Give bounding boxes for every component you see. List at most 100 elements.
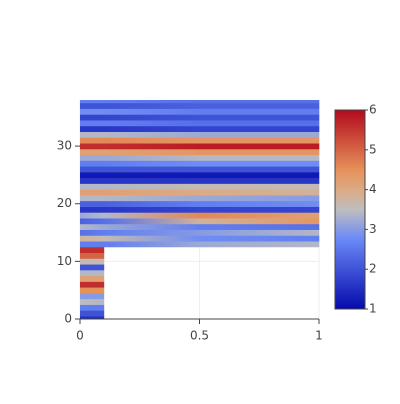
contour-cell [199, 108, 320, 115]
contour-cell [80, 206, 105, 213]
contour-cell [103, 114, 200, 121]
contour-cell [199, 114, 320, 121]
contour-cell [199, 102, 320, 109]
contour-cell [103, 131, 200, 138]
contour-cell [80, 252, 105, 259]
contour-cell [80, 270, 105, 277]
contour-cell [80, 102, 105, 109]
contour-cell [80, 114, 105, 121]
y-tick-label: 0 [64, 312, 72, 326]
contour-cell [103, 177, 200, 184]
contour-cell [199, 120, 320, 127]
contour-cell [80, 293, 105, 300]
contour-cell [80, 143, 105, 150]
contour-cell [199, 154, 320, 161]
contour-cell [80, 100, 105, 104]
colorbar-tick-label: 3 [369, 222, 377, 236]
contour-cell [80, 108, 105, 115]
contour-cell [103, 108, 200, 115]
contour-cell [80, 223, 105, 230]
contour-cell [199, 100, 320, 104]
contour-cell [103, 148, 200, 156]
contour-cell [80, 177, 105, 184]
contour-cell [80, 258, 105, 265]
contour-cell [199, 195, 320, 202]
contour-cell [80, 316, 105, 320]
contour-cell [103, 235, 200, 242]
contour-cell [199, 172, 320, 179]
contour-cell [199, 131, 320, 138]
colorbar [334, 109, 366, 310]
contour-cell [103, 241, 200, 248]
contour-cell [80, 148, 105, 156]
contour-cell [103, 223, 200, 230]
contour-cell [103, 154, 200, 161]
colorbar-tick-label: 2 [369, 262, 377, 276]
contour-cell [80, 200, 105, 207]
contour-cell [80, 229, 105, 236]
contour-cell [103, 100, 200, 104]
contour-cell [80, 160, 105, 167]
contour-cell [80, 298, 105, 305]
contour-cell [80, 287, 105, 294]
contour-cell [103, 200, 200, 207]
contour-cell [80, 246, 105, 254]
y-tick-label: 10 [57, 254, 72, 268]
contour-cell [199, 137, 320, 144]
contour-cell [199, 218, 320, 225]
contour-cell [103, 218, 200, 225]
contour-cell [103, 212, 200, 219]
contour-cell [199, 229, 320, 236]
contour-cell [199, 189, 320, 196]
colorbar-tick-label: 5 [369, 142, 377, 156]
contour-cell [199, 143, 320, 150]
contour-cell [103, 102, 200, 109]
contour-cell [199, 223, 320, 230]
contour-cell [103, 195, 200, 202]
contour-cell [103, 125, 200, 132]
contour-cell [199, 212, 320, 219]
x-tick-label: 0 [76, 329, 84, 343]
contour-cell [103, 137, 200, 144]
contour-cell [80, 120, 105, 127]
contour-cell [199, 166, 320, 173]
contour-cell [199, 125, 320, 132]
contour-cell [199, 241, 320, 248]
contour-cell [80, 264, 105, 271]
colorbar-tick-label: 4 [369, 182, 377, 196]
y-tick-label: 20 [57, 196, 72, 210]
contour-cell [103, 166, 200, 173]
contour-cell [199, 235, 320, 242]
colorbar-tick-label: 6 [369, 103, 377, 117]
contour-cell [80, 189, 105, 196]
contour-cell [199, 200, 320, 207]
contour-cell [80, 183, 105, 190]
contour-cell [80, 310, 105, 317]
contour-cell [199, 177, 320, 184]
y-tick-label: 30 [57, 139, 72, 153]
contour-cell [80, 218, 105, 225]
contour-cell [103, 143, 200, 150]
contour-cell [80, 281, 105, 288]
contour-cell [103, 189, 200, 196]
contour-cell [199, 160, 320, 167]
contour-cell [103, 172, 200, 179]
contour-cell [199, 183, 320, 190]
contour-cell [80, 275, 105, 282]
contour-cell [80, 131, 105, 138]
contour-cell [80, 304, 105, 311]
colorbar-tick-label: 1 [369, 302, 377, 316]
x-tick-label: 1 [315, 329, 323, 343]
contour-cell [80, 235, 105, 242]
contour-cell [103, 206, 200, 213]
contour-cell [103, 183, 200, 190]
contour-cell [80, 195, 105, 202]
contour-cell [80, 172, 105, 179]
contour-cell [199, 206, 320, 213]
contour-cell [80, 154, 105, 161]
contour-cell [80, 137, 105, 144]
x-tick-label: 0.5 [190, 329, 209, 343]
contour-cell [80, 166, 105, 173]
contour-cell [103, 120, 200, 127]
